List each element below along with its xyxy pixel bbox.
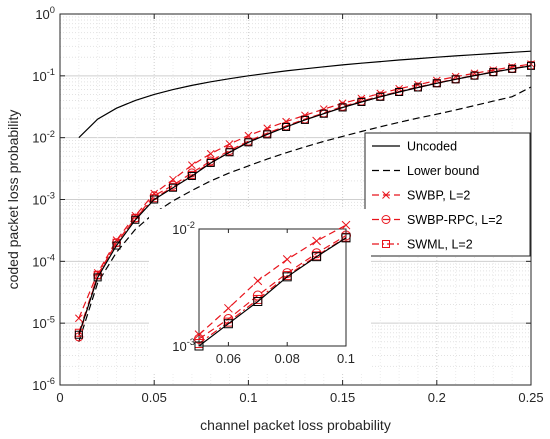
inset-series-line [198,224,347,336]
data-point [131,215,140,224]
legend-label: SWBP-RPC, L=2 [407,213,503,227]
legend-box [364,132,531,257]
inset-data-point [224,303,233,313]
data-point [74,314,83,323]
data-point [489,68,498,77]
y-tick-label: 10-4 [32,252,55,269]
y-tick-label: 10-1 [32,67,55,84]
inset-data-point [253,297,263,307]
y-tick-label: 10-6 [32,376,55,393]
data-point [357,97,366,106]
inset-data-point [341,233,351,243]
x-tick-label: 0.05 [142,390,167,405]
data-point [169,183,178,192]
legend-marker [382,191,390,199]
inset-y-tick-label: 10-2 [172,220,195,237]
data-point [282,122,291,131]
inset-data-point [282,255,292,264]
series-line [78,50,532,139]
inset-data-point [341,220,351,230]
y-tick-label: 10-3 [32,191,55,208]
legend-entry: Uncoded [372,140,457,154]
inset-x-tick-label: 0.08 [275,351,300,366]
inset-plot: 0.06 0.08 0.1 10-3 10-2 [149,209,371,374]
data-point [112,241,121,250]
legend-label: SWBP, L=2 [407,189,470,203]
inset-y-tick-label: 10-3 [172,337,195,354]
data-point [188,161,196,169]
data-point [206,158,215,167]
x-axis-label: channel packet loss probability [200,417,391,433]
main-series [74,50,536,342]
data-point [376,92,385,101]
data-point [508,64,517,73]
data-point [93,273,102,282]
legend-marker [382,240,390,248]
y-axis-label: coded packet loss probability [5,110,21,290]
data-point [74,330,83,339]
legend-entry: SWBP, L=2 [372,189,470,203]
inset-data-point [282,272,292,282]
data-point [395,87,404,96]
legend-marker [381,215,391,224]
x-tick-label: 0 [56,390,63,405]
legend-entry: SWML, L=2 [372,238,473,252]
legend: Uncoded Lower bound SWBP, L=2 SWBP-RPC, L=2… [364,132,531,257]
inset-x-tick-label: 0.1 [337,351,355,366]
legend-label: SWML, L=2 [407,238,473,252]
data-point [319,109,328,118]
inset-curve-3 [194,233,351,351]
y-tick-label: 100 [35,5,55,22]
data-point [451,75,460,84]
inset-series-line [198,237,347,347]
inset-data-point [223,319,233,329]
inset-data-point [312,252,322,262]
y-tick-label: 10-5 [32,314,55,331]
series-line [78,65,532,335]
data-point [338,103,347,112]
data-point [225,148,234,157]
data-point [206,149,215,158]
legend-entry: SWBP-RPC, L=2 [372,213,503,227]
legend-label: Uncoded [407,140,457,154]
x-tick-label: 0.15 [330,390,355,405]
data-point [413,83,422,92]
inset-data-point [312,236,321,246]
data-point [432,79,441,88]
inset-series-line [198,234,347,340]
data-point [263,130,272,139]
main-tick-labels: 0 0.05 0.1 0.15 0.2 0.25 10-6 10-5 10-4 10-3 10-2 1… [32,5,543,405]
series-uncoded [78,50,532,139]
data-point [225,140,234,148]
data-point [150,195,159,204]
main-ticks [59,13,532,386]
legend-entry: Lower bound [372,164,479,178]
legend-label: Lower bound [407,164,479,178]
data-point [244,138,253,147]
data-point [187,171,196,180]
series-curve-5 [74,61,535,339]
x-tick-label: 0.1 [239,390,257,405]
inset-series-line [198,236,347,344]
y-tick-label: 10-2 [32,129,55,146]
data-point [300,115,309,124]
inset-data-point [253,276,263,286]
x-tick-label: 0.2 [428,390,446,405]
x-tick-label: 0.25 [518,390,543,405]
inset-series [194,220,351,351]
data-point [470,71,479,80]
inset-x-tick-label: 0.06 [216,351,241,366]
